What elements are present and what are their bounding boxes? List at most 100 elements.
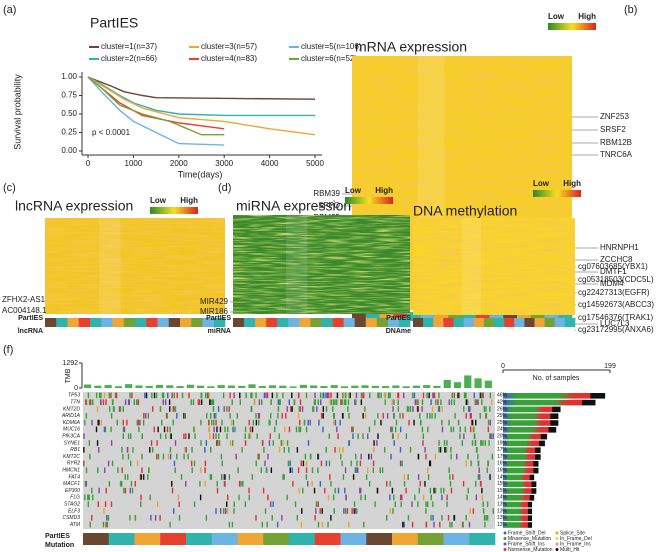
cluster-track bbox=[237, 533, 264, 545]
mutation-cell bbox=[343, 399, 346, 405]
mutation-cell bbox=[430, 515, 432, 521]
mutation-cell bbox=[345, 494, 347, 501]
mutation-cell bbox=[359, 460, 362, 467]
mutation-cell bbox=[425, 521, 428, 528]
mutation-cell bbox=[200, 467, 202, 473]
mutation-cell bbox=[150, 515, 152, 521]
mutation-cell bbox=[318, 419, 320, 426]
mutation-cell bbox=[293, 399, 296, 405]
mutation-cell bbox=[298, 487, 300, 494]
cluster-track bbox=[160, 533, 187, 545]
legend-dot bbox=[503, 537, 507, 540]
tmb-bar bbox=[381, 386, 390, 388]
mutation-cell bbox=[229, 413, 231, 419]
tmb-bar bbox=[320, 386, 328, 388]
tmb-bar bbox=[166, 385, 174, 388]
mutation-cell bbox=[286, 494, 288, 501]
mutation-cell bbox=[480, 481, 482, 487]
mutation-cell bbox=[469, 413, 472, 419]
mutation-cell bbox=[209, 399, 211, 405]
mutation-cell bbox=[137, 399, 140, 405]
mutation-cell bbox=[244, 501, 247, 507]
mutation-cell bbox=[333, 413, 335, 419]
mutation-cell bbox=[426, 392, 428, 399]
mutation-cell bbox=[98, 419, 100, 426]
mutation-cell bbox=[266, 521, 268, 528]
gene-label: SFPQ bbox=[318, 201, 340, 210]
mutation-cell bbox=[314, 399, 316, 405]
legend-high: High bbox=[180, 196, 198, 205]
mutation-cell bbox=[448, 419, 450, 426]
cluster-track bbox=[233, 318, 245, 327]
mutation-cell bbox=[291, 406, 293, 412]
mutation-cell bbox=[300, 460, 302, 467]
mutation-cell bbox=[330, 392, 332, 399]
mutation-rate: 15% bbox=[497, 488, 508, 494]
cluster-track bbox=[448, 312, 463, 321]
mutation-cell bbox=[127, 433, 130, 439]
mutation-cell bbox=[100, 399, 102, 405]
cluster-track bbox=[108, 533, 135, 545]
mutation-cell bbox=[446, 494, 448, 501]
mutation-cell bbox=[448, 467, 450, 473]
mutation-cell bbox=[238, 481, 241, 487]
cluster-track bbox=[266, 318, 278, 327]
mutation-cell bbox=[153, 426, 155, 433]
gene-label: AC004148.1 bbox=[2, 306, 47, 315]
y-tick-label: 0.50 bbox=[61, 109, 77, 118]
mutation-cell bbox=[319, 481, 322, 487]
mutation-cell bbox=[343, 392, 345, 399]
mutation-cell bbox=[319, 508, 321, 514]
mutation-cell bbox=[462, 481, 465, 487]
mutation-cell bbox=[278, 447, 281, 453]
mutation-cell bbox=[432, 392, 434, 399]
tmb-bar bbox=[176, 386, 184, 388]
mutation-cell bbox=[264, 460, 266, 467]
survival-curve bbox=[87, 76, 225, 146]
mutation-cell bbox=[156, 453, 158, 460]
cluster-track bbox=[180, 318, 192, 327]
cluster-track bbox=[554, 318, 566, 327]
mutation-cell bbox=[161, 392, 164, 399]
mutation-cell bbox=[102, 399, 105, 405]
gene-label: cg07603685(YBX1) bbox=[578, 262, 648, 271]
mutation-cell bbox=[393, 494, 395, 501]
gene-name: FLG bbox=[70, 495, 80, 501]
gene-label: cg22427313(EGFR) bbox=[578, 288, 650, 297]
mutation-cell bbox=[251, 392, 253, 399]
mutation-cell bbox=[122, 419, 124, 426]
mutation-cell bbox=[317, 467, 319, 473]
mutation-cell bbox=[470, 460, 472, 467]
mutation-cell bbox=[232, 419, 235, 426]
mutation-cell bbox=[261, 399, 263, 405]
mutation-cell bbox=[204, 481, 207, 487]
mutation-cell bbox=[191, 447, 193, 453]
mutation-cell bbox=[440, 487, 442, 494]
mutation-cell bbox=[482, 440, 484, 446]
mutation-cell bbox=[459, 433, 461, 439]
cluster-track bbox=[289, 533, 316, 545]
mutation-cell bbox=[165, 413, 168, 419]
mutation-cell bbox=[159, 515, 161, 521]
mutation-cell bbox=[105, 487, 107, 494]
mutation-cell bbox=[266, 467, 268, 473]
mutation-cell bbox=[450, 447, 452, 453]
mutation-cell bbox=[121, 467, 123, 473]
mutation-cell bbox=[192, 399, 195, 405]
gene-name: KDM6A bbox=[63, 420, 81, 426]
mutation-cell bbox=[332, 406, 334, 412]
tmb-bar bbox=[330, 385, 338, 388]
mutation-cell bbox=[468, 406, 470, 412]
cluster-track bbox=[263, 533, 290, 545]
mutation-cell bbox=[481, 494, 484, 501]
gene-name: FAT4 bbox=[69, 474, 81, 480]
legend-label: cluster=4(n=83) bbox=[201, 54, 257, 63]
tmb-bar bbox=[135, 385, 143, 388]
legend-label: Nonsense_Mutation bbox=[508, 547, 553, 552]
mutation-cell bbox=[317, 453, 319, 460]
mutation-cell bbox=[208, 426, 211, 433]
legend-label: cluster=6(n=52) bbox=[301, 54, 357, 63]
mutation-cell bbox=[487, 426, 490, 433]
tmb-bar bbox=[310, 385, 318, 388]
mutation-cell bbox=[251, 426, 254, 433]
